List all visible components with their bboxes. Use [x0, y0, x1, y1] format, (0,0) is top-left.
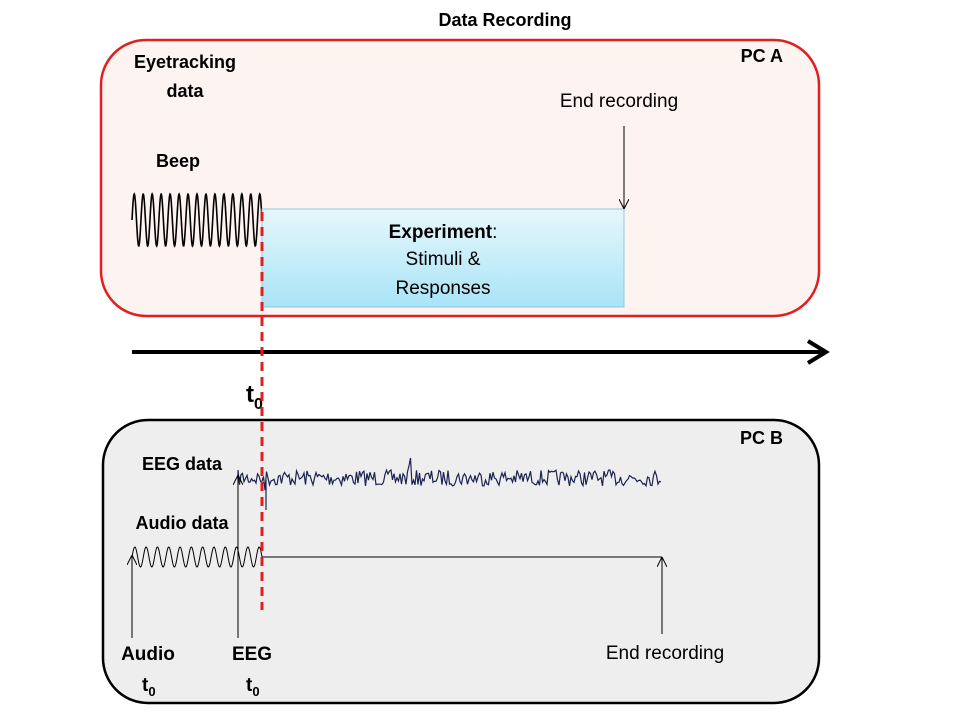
pc-b-end-recording-label: End recording [606, 643, 724, 664]
pc-a-label: PC A [741, 46, 783, 66]
t0-sub: 0 [254, 396, 263, 413]
pc-b-label: PC B [740, 428, 783, 448]
eeg-data-label: EEG data [142, 454, 223, 474]
experiment-title-colon: : [492, 222, 497, 243]
eyetracking-label-line2: data [166, 81, 204, 101]
experiment-title-bold: Experiment [389, 222, 493, 243]
diagram-title: Data Recording [438, 10, 571, 30]
audio-data-label: Audio data [136, 513, 230, 533]
audio-t0-label-line2: t0 [142, 675, 156, 699]
pc-b-panel [101, 418, 821, 705]
audio-t0-label-line1: Audio [121, 644, 175, 665]
audio-t0-sub: 0 [148, 684, 155, 699]
audio-t0-base: t [142, 675, 149, 696]
eeg-signal [237, 457, 662, 510]
experiment-title: Experiment: [389, 222, 498, 243]
beep-label: Beep [156, 151, 200, 171]
eeg-t0-label-line2: t0 [246, 675, 260, 699]
experiment-line2: Stimuli & [406, 249, 481, 270]
eyetracking-label-line1: Eyetracking [134, 52, 236, 72]
timeline-arrowhead [806, 339, 830, 365]
eeg-t0-label-line1: EEG [232, 644, 272, 665]
experiment-line3: Responses [395, 278, 490, 299]
beep-waveform [131, 192, 263, 248]
audio-waveform [131, 546, 263, 568]
pc-a-end-recording-label: End recording [560, 91, 678, 112]
eeg-t0-base: t [246, 675, 253, 696]
t0-base: t [246, 381, 254, 408]
t0-label: t0 [246, 381, 263, 413]
experiment-box [261, 208, 625, 308]
eeg-t0-sub: 0 [252, 684, 259, 699]
